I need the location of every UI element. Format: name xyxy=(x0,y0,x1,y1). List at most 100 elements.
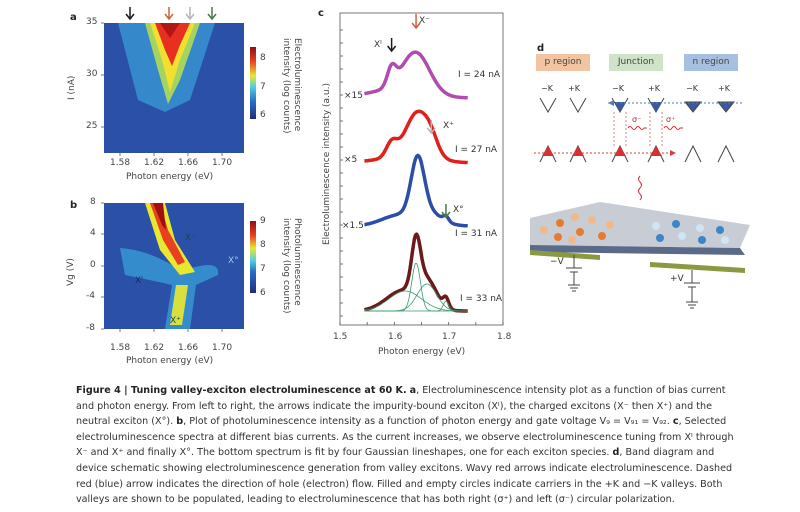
plus-v-label: +V xyxy=(670,274,684,284)
panel-b-xlabel: Photon energy (eV) xyxy=(126,356,214,366)
wavy-sigma-plus-icon xyxy=(663,126,683,130)
spectrum-curve xyxy=(363,232,469,313)
emission-wavy-arrow-icon xyxy=(638,175,642,201)
cb-empty-icon xyxy=(569,97,587,114)
arrow-xzero-icon xyxy=(207,7,217,21)
panel-a-colorbar xyxy=(250,47,256,119)
valley-label: −K xyxy=(686,84,698,93)
panel-b-colorbar xyxy=(250,221,256,293)
panel-b-heatmap xyxy=(101,202,256,332)
panel-b-cbar-tick: 7 xyxy=(260,264,266,274)
left-gate-electrode xyxy=(530,250,600,260)
panel-c-xplus-label: X⁺ xyxy=(443,121,454,131)
panel-c-curves xyxy=(363,14,469,313)
spectrum-current-label: I = 31 nA xyxy=(455,229,498,239)
figure-caption: Figure 4 | Tuning valley-exciton electro… xyxy=(76,383,736,508)
arrow-xi-icon xyxy=(125,7,135,21)
arrow-xzero-icon xyxy=(441,204,451,219)
arrow-xi-icon xyxy=(387,38,397,53)
spectrum-current-label: I = 27 nA xyxy=(455,145,498,155)
panel-b-tick-marks xyxy=(101,202,223,332)
panel-a-darkred-region xyxy=(160,23,180,38)
conduction-bands xyxy=(539,97,587,114)
gaussian-fit-curve xyxy=(364,300,468,312)
panel-a-tick-marks xyxy=(101,22,223,156)
panel-b-xtick: 1.62 xyxy=(144,343,165,353)
panel-c-xtick: 1.8 xyxy=(497,332,512,342)
spectrum-curve xyxy=(363,109,469,165)
caption-c-label: c xyxy=(672,416,679,428)
caption-d-text: , Band diagram and device schematic show… xyxy=(76,447,733,506)
panel-c-spectra-plot xyxy=(339,12,504,326)
panel-c-xi-label: Xᴵ xyxy=(374,40,382,50)
panel-d-letter: d xyxy=(537,43,545,54)
spectrum-curve xyxy=(363,50,469,100)
junction-box: Junction xyxy=(609,54,663,71)
panel-a-xtick: 1.58 xyxy=(110,158,131,168)
panel-b-ytick: -4 xyxy=(86,291,95,301)
valley-label: +K xyxy=(718,84,730,93)
spectrum-scale-label: ×5 xyxy=(344,155,358,165)
panel-a-xtick: 1.66 xyxy=(178,158,199,168)
panel-a-ytick: 25 xyxy=(86,121,98,131)
panel-b-xi-label: Xᴵ xyxy=(135,276,143,286)
panel-a-ytick: 30 xyxy=(86,69,98,79)
arrow-xminus-icon xyxy=(164,7,174,21)
caption-c-text: , Selected electroluminescence spectra a… xyxy=(76,416,734,459)
valley-label: −K xyxy=(541,84,553,93)
conduction-bands-filled xyxy=(611,97,736,114)
valley-label: +K xyxy=(648,84,660,93)
panel-b-ytick: 8 xyxy=(90,197,96,207)
spectrum-scale-label: ×15 xyxy=(344,91,363,101)
p-region-label: p region xyxy=(544,57,582,67)
caption-a-label: a xyxy=(409,385,417,396)
arrow-xplus-icon xyxy=(185,7,195,21)
valley-label: +K xyxy=(568,84,580,93)
right-voltage-source-icon xyxy=(684,270,700,309)
panel-c-xtick: 1.5 xyxy=(333,332,348,342)
caption-figure-label: Figure 4 | Tuning valley-exciton electro… xyxy=(76,385,407,396)
spectrum-scale-label: ×1.5 xyxy=(342,221,364,231)
hole-flow-arrowhead-icon xyxy=(670,150,676,156)
panel-b-cbar-tick: 8 xyxy=(260,240,266,250)
panel-a-xtick: 1.62 xyxy=(144,158,165,168)
panel-b-yellow-lower xyxy=(170,285,188,325)
panel-b-ytick: 0 xyxy=(90,260,96,270)
left-voltage-source-icon xyxy=(566,255,582,292)
panel-c-letter: c xyxy=(318,8,324,19)
caption-b-text: , Plot of photoluminescence intensity as… xyxy=(183,416,670,428)
device-substrate-side xyxy=(530,245,745,255)
junction-label: Junction xyxy=(617,57,655,67)
panel-a-ytick: 35 xyxy=(86,17,98,27)
panel-b-xzero-label: X° xyxy=(228,256,239,266)
arrow-xplus-icon xyxy=(426,120,436,135)
panel-b-letter: b xyxy=(70,200,78,211)
panel-a-cbar-tick: 8 xyxy=(260,53,266,63)
panel-b-red-upper xyxy=(150,203,185,265)
minus-v-label: −V xyxy=(550,257,564,267)
panel-c-xtick: 1.6 xyxy=(388,332,403,342)
valley-label: −K xyxy=(612,84,624,93)
holes xyxy=(540,213,614,244)
electron-flow-arrowhead-icon xyxy=(608,100,614,106)
panel-b-xtick: 1.70 xyxy=(212,343,233,353)
panel-c-tick-marks xyxy=(339,29,504,325)
panel-b-cbar-tick: 9 xyxy=(260,216,266,226)
caption-a-text: , Electroluminescence intensity plot as … xyxy=(76,385,726,428)
spectrum-current-label: I = 24 nA xyxy=(458,70,501,80)
wavy-sigma-minus-icon xyxy=(627,126,647,130)
p-region-box: p region xyxy=(536,54,590,71)
panel-b-xtick: 1.66 xyxy=(178,343,199,353)
caption-b-label: b xyxy=(176,416,184,428)
spectrum-current-label: I = 33 nA xyxy=(460,294,503,304)
panel-b-cyan-region xyxy=(120,248,219,329)
cb-empty-icon xyxy=(539,97,557,114)
panel-b-darkred-upper xyxy=(153,203,166,230)
panel-a-red-region xyxy=(155,23,190,66)
panel-a-arrows xyxy=(125,7,217,21)
panel-a-xtick: 1.70 xyxy=(212,158,233,168)
right-gate-electrode xyxy=(650,262,745,273)
panel-c-xminus-label: X⁻ xyxy=(419,16,430,26)
panel-b-xtick: 1.58 xyxy=(110,343,131,353)
panel-c-xtick: 1.7 xyxy=(442,332,457,342)
